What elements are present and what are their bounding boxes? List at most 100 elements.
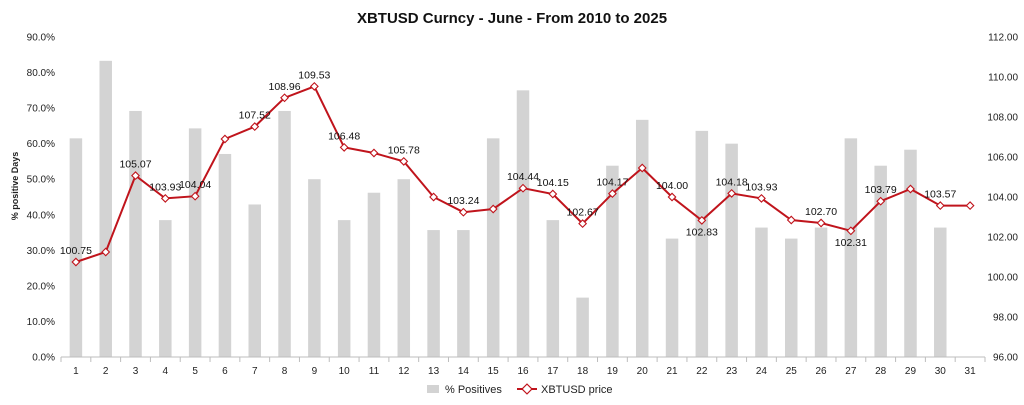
bar (695, 130, 709, 357)
x-tick-label: 21 (666, 366, 678, 377)
legend-label-line: XBTUSD price (541, 384, 613, 396)
x-tick-label: 13 (428, 366, 440, 377)
price-marker (71, 257, 81, 267)
x-tick-label: 27 (845, 366, 857, 377)
bar (69, 138, 83, 357)
price-marker (220, 134, 230, 144)
price-marker (548, 189, 558, 199)
y-tick-label: 20.0% (27, 281, 55, 292)
price-data-label: 102.70 (805, 206, 837, 218)
price-marker (160, 193, 170, 203)
price-marker (190, 191, 200, 201)
x-tick-label: 29 (905, 366, 917, 377)
x-tick-label: 2 (103, 366, 109, 377)
price-data-label: 106.48 (328, 130, 360, 142)
x-tick-label: 30 (935, 366, 947, 377)
y-tick-label: 60.0% (27, 139, 55, 150)
price-data-label: 103.79 (865, 184, 897, 196)
chart-title: XBTUSD Curncy - June - From 2010 to 2025 (357, 10, 667, 27)
bar (516, 90, 530, 357)
y2-tick-label: 96.00 (993, 353, 1018, 364)
y2-tick-label: 112.00 (988, 33, 1018, 44)
price-data-label: 105.78 (388, 144, 420, 156)
bar (427, 230, 440, 357)
y-tick-label: 90.0% (27, 33, 55, 44)
right-axis-ticks: 96.00 98.00 100.00 102.00 104.00 106.00 108.00… (987, 33, 1018, 364)
price-marker (578, 219, 588, 229)
bar (367, 192, 381, 357)
bar (129, 110, 142, 357)
bar (248, 204, 261, 357)
x-tick-label: 10 (339, 366, 351, 377)
price-data-label: 108.96 (268, 81, 300, 93)
price-data-label: 100.75 (60, 245, 92, 257)
bar (814, 227, 828, 357)
bar (665, 238, 679, 357)
price-marker (339, 142, 349, 152)
legend-bar-swatch (427, 385, 439, 393)
price-data-label: 103.93 (149, 181, 181, 193)
y2-tick-label: 108.00 (987, 113, 1018, 124)
price-marker (309, 81, 319, 91)
x-tick-label: 23 (726, 366, 738, 377)
y2-tick-label: 104.00 (987, 193, 1018, 204)
price-data-label: 104.15 (537, 177, 569, 189)
bar (755, 227, 768, 357)
bar (278, 110, 291, 357)
x-tick-label: 7 (252, 366, 258, 377)
y-tick-label: 30.0% (27, 246, 55, 257)
price-data-label: 104.17 (596, 177, 628, 189)
price-marker (607, 189, 617, 199)
x-tick-label: 8 (282, 366, 288, 377)
price-marker (488, 204, 498, 214)
price-data-label: 102.67 (567, 207, 599, 219)
x-tick-label: 31 (965, 366, 977, 377)
price-data-label: 104.04 (179, 179, 211, 191)
x-tick-label: 18 (577, 366, 589, 377)
price-marker (280, 93, 290, 103)
bar (99, 60, 112, 357)
x-tick-label: 5 (192, 366, 198, 377)
price-marker (518, 183, 528, 193)
y2-tick-label: 102.00 (987, 233, 1018, 244)
bar (159, 220, 172, 357)
price-data-label: 104.00 (656, 180, 688, 192)
bar (337, 220, 351, 357)
x-tick-label: 11 (369, 366, 380, 377)
data-labels: 100.75105.07103.93104.04107.52108.96109.… (60, 69, 957, 257)
price-data-label: 109.53 (298, 69, 330, 81)
price-data-label: 103.93 (745, 181, 777, 193)
price-data-label: 103.24 (447, 195, 479, 207)
price-marker (369, 148, 379, 158)
x-tick-label: 24 (756, 366, 768, 377)
x-axis-ticks: 1 2 3 4 5 6 7 8 9 10 11 12 13 14 15 16 17 18 19 20 21 22 23 24 2… (60, 357, 986, 377)
line-series (71, 81, 975, 267)
price-marker (250, 122, 260, 132)
price-data-label: 104.18 (716, 176, 748, 188)
bar (218, 153, 232, 357)
price-marker (756, 193, 766, 203)
y-tick-label: 50.0% (27, 175, 55, 186)
price-data-label: 102.83 (686, 226, 718, 238)
bar-series (69, 60, 947, 357)
legend: % Positives XBTUSD price (427, 383, 613, 396)
bar (904, 149, 917, 357)
price-marker (965, 201, 975, 211)
bar (874, 165, 887, 357)
y-tick-label: 0.0% (32, 353, 55, 364)
price-marker (131, 171, 140, 181)
x-tick-label: 15 (488, 366, 500, 377)
x-tick-label: 28 (875, 366, 887, 377)
bar (606, 165, 619, 357)
x-tick-label: 6 (222, 366, 228, 377)
x-tick-label: 16 (517, 366, 529, 377)
y-tick-label: 10.0% (27, 317, 55, 328)
x-tick-label: 12 (398, 366, 410, 377)
bar (785, 238, 798, 357)
left-axis-ticks: 0.0% 10.0% 20.0% 30.0% 40.0% 50.0% 60.0% 70.0% 8… (27, 33, 55, 364)
x-tick-label: 25 (786, 366, 798, 377)
bar (576, 297, 589, 357)
x-tick-label: 4 (163, 366, 169, 377)
